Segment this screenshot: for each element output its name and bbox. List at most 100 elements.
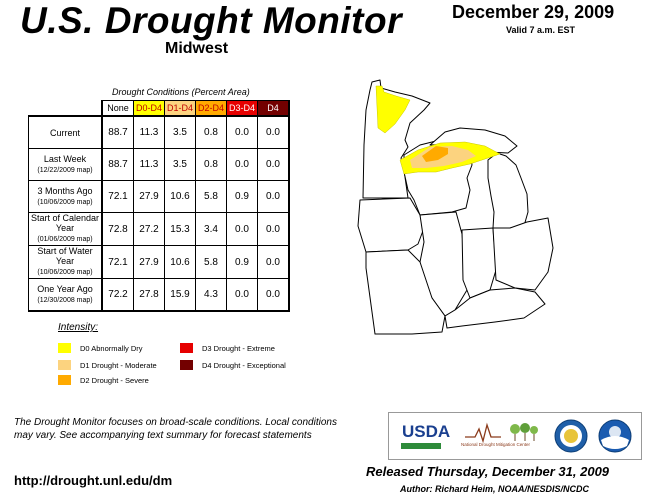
col-header-d1-d4: D1-D4: [164, 100, 196, 117]
legend-item-d3: D3 Drought - Extreme: [180, 343, 275, 353]
table-cell: 0.0: [257, 148, 290, 181]
legend-item-d2: D2 Drought - Severe: [58, 375, 149, 385]
legend-item-d4: D4 Drought - Exceptional: [180, 360, 286, 370]
row-label-main: Current: [49, 127, 80, 138]
table-cell: 3.5: [164, 148, 196, 181]
table-cell: 4.3: [195, 278, 227, 312]
midwest-map: [357, 79, 554, 335]
noaa-logo-icon: [598, 419, 632, 453]
table-cell: 5.8: [195, 180, 227, 213]
table-cell: 72.8: [101, 212, 134, 246]
row-label-main: Last Week: [43, 153, 87, 164]
table-cell: 0.8: [195, 148, 227, 181]
col-header-d4: D4: [257, 100, 290, 117]
state-indiana: [461, 227, 497, 299]
row-label-main: Start of Water Year: [37, 246, 93, 266]
state-ohio: [492, 217, 554, 291]
partner-logos: USDA National Drought Mitigation Center: [388, 412, 642, 460]
state-kentucky: [444, 287, 546, 329]
website-link[interactable]: http://drought.unl.edu/dm: [14, 473, 173, 488]
table-cell: 0.0: [257, 278, 290, 312]
legend-label: D3 Drought - Extreme: [202, 343, 275, 353]
map-date: December 29, 2009: [452, 2, 615, 22]
drought-d2: [422, 146, 448, 162]
author-credit: Author: Richard Heim, NOAA/NESDIS/NCDC: [400, 484, 590, 494]
table-cell: 0.0: [257, 180, 290, 213]
row-label-sub: (01/06/2009 map): [37, 236, 93, 243]
legend-label: D4 Drought - Exceptional: [202, 360, 286, 370]
drought-d0-minnesota: [375, 85, 411, 134]
legend-swatch: [180, 343, 193, 353]
state-missouri: [365, 249, 446, 335]
doc-seal-icon: [554, 419, 588, 453]
usda-logo: USDA: [402, 422, 451, 441]
table-cell: 0.0: [257, 115, 290, 149]
table-cell: 27.9: [133, 180, 165, 213]
row-label: Start of Water Year (10/06/2009 map): [28, 245, 103, 279]
table-caption: Drought Conditions (Percent Area): [112, 87, 250, 97]
state-iowa: [357, 197, 425, 253]
table-row: Start of Calendar Year (01/06/2009 map) 7…: [28, 212, 290, 246]
legend-swatch: [58, 375, 71, 385]
legend-label: D2 Drought - Severe: [80, 375, 149, 385]
row-label: 3 Months Ago (10/06/2009 map): [28, 180, 103, 213]
table-row: 3 Months Ago (10/06/2009 map) 72.1 27.9 1…: [28, 180, 290, 213]
legend-title: Intensity:: [58, 322, 99, 333]
col-header-d2-d4: D2-D4: [195, 100, 227, 117]
legend-swatch: [58, 343, 71, 353]
ndmc-logo-icon: [465, 422, 538, 443]
table-cell: 0.0: [226, 115, 258, 149]
table-cell: 88.7: [101, 115, 134, 149]
table-cell: 15.9: [164, 278, 196, 312]
table-cell: 3.5: [164, 115, 196, 149]
row-label: Start of Calendar Year (01/06/2009 map): [28, 212, 103, 246]
col-header-d0-d4: D0-D4: [133, 100, 165, 117]
legend-label: D0 Abnormally Dry: [80, 343, 143, 353]
region-name: Midwest: [165, 40, 229, 57]
table-cell: 10.6: [164, 245, 196, 279]
row-label-sub: (10/06/2009 map): [37, 198, 93, 206]
col-header-none: None: [101, 100, 134, 117]
legend-swatch: [58, 360, 71, 370]
row-label-main: 3 Months Ago: [37, 185, 93, 196]
row-label-main: Start of Calendar Year: [30, 213, 100, 233]
table-cell: 0.0: [257, 212, 290, 246]
valid-time: Valid 7 a.m. EST: [506, 25, 576, 35]
usda-logo-bar: [401, 443, 441, 449]
row-label: Last Week (12/22/2009 map): [28, 148, 103, 181]
col-header-d3-d4: D3-D4: [226, 100, 258, 117]
table-cell: 72.1: [101, 180, 134, 213]
table-cell: 0.0: [257, 245, 290, 279]
table-cell: 0.0: [226, 212, 258, 246]
row-label: Current: [28, 115, 103, 149]
legend-swatch: [180, 360, 193, 370]
table-cell: 10.6: [164, 180, 196, 213]
page-title: U.S. Drought Monitor: [20, 0, 402, 41]
table-cell: 27.2: [133, 212, 165, 246]
table-corner: [29, 101, 103, 117]
table-cell: 11.3: [133, 115, 165, 149]
table-row: Start of Water Year (10/06/2009 map) 72.1…: [28, 245, 290, 279]
release-date: Released Thursday, December 31, 2009: [366, 464, 610, 479]
table-row: Last Week (12/22/2009 map) 88.7 11.3 3.5 …: [28, 148, 290, 181]
row-label-main: One Year Ago: [37, 283, 93, 294]
table-cell: 0.0: [226, 148, 258, 181]
table-row: One Year Ago (12/30/2008 map) 72.2 27.8 1…: [28, 278, 290, 312]
table-cell: 11.3: [133, 148, 165, 181]
table-cell: 27.8: [133, 278, 165, 312]
state-michigan-lower: [487, 152, 529, 229]
table-cell: 15.3: [164, 212, 196, 246]
table-cell: 5.8: [195, 245, 227, 279]
disclaimer-note: The Drought Monitor focuses on broad-sca…: [14, 417, 337, 441]
table-cell: 72.2: [101, 278, 134, 312]
ndmc-logo: National Drought Mitigation Center: [461, 442, 531, 447]
drought-stats-table: None D0-D4 D1-D4 D2-D4 D3-D4 D4 Current …: [28, 100, 290, 312]
table-cell: 27.9: [133, 245, 165, 279]
table-cell: 88.7: [101, 148, 134, 181]
table-cell: 0.0: [226, 278, 258, 312]
table-cell: 0.9: [226, 180, 258, 213]
legend-item-d0: D0 Abnormally Dry: [58, 343, 143, 353]
legend-item-d1: D1 Drought - Moderate: [58, 360, 157, 370]
row-label: One Year Ago (12/30/2008 map): [28, 278, 103, 312]
row-label-sub: (10/06/2009 map): [37, 269, 93, 276]
